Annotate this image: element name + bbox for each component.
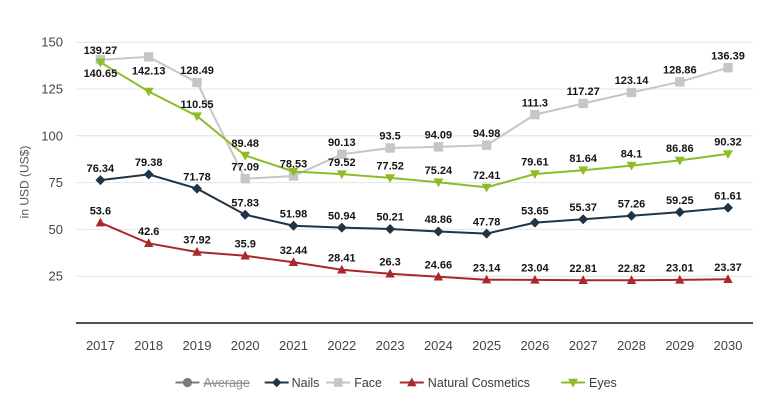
svg-text:51.98: 51.98	[280, 208, 308, 220]
svg-text:50.21: 50.21	[376, 212, 404, 224]
svg-text:Nails: Nails	[292, 376, 320, 390]
svg-text:77.09: 77.09	[231, 161, 259, 173]
svg-text:2027: 2027	[569, 338, 598, 353]
svg-text:57.26: 57.26	[618, 199, 646, 211]
svg-text:Average: Average	[204, 376, 250, 390]
svg-text:117.27: 117.27	[567, 86, 600, 98]
svg-text:2018: 2018	[134, 338, 163, 353]
svg-text:79.52: 79.52	[328, 157, 356, 169]
svg-text:110.55: 110.55	[180, 99, 213, 111]
svg-text:111.3: 111.3	[522, 97, 548, 109]
svg-text:2030: 2030	[714, 338, 743, 353]
svg-text:25: 25	[49, 269, 63, 284]
svg-text:in USD (US$): in USD (US$)	[18, 146, 32, 219]
svg-text:2022: 2022	[327, 338, 356, 353]
svg-text:32.44: 32.44	[280, 245, 308, 257]
svg-text:23.14: 23.14	[473, 262, 501, 274]
svg-text:2026: 2026	[520, 338, 549, 353]
svg-text:22.82: 22.82	[618, 263, 646, 275]
svg-text:72.41: 72.41	[473, 170, 501, 182]
svg-text:150: 150	[41, 35, 63, 50]
svg-text:86.86: 86.86	[666, 143, 694, 155]
svg-text:84.1: 84.1	[621, 148, 642, 160]
svg-text:Face: Face	[354, 376, 382, 390]
svg-text:75: 75	[49, 175, 63, 190]
svg-text:79.38: 79.38	[135, 157, 163, 169]
svg-text:23.37: 23.37	[714, 262, 742, 274]
svg-text:94.09: 94.09	[425, 130, 453, 142]
svg-text:128.86: 128.86	[663, 65, 697, 77]
svg-text:139.27: 139.27	[84, 45, 118, 57]
svg-text:50: 50	[49, 222, 63, 237]
svg-text:128.49: 128.49	[180, 65, 214, 77]
svg-text:90.32: 90.32	[714, 137, 742, 149]
svg-text:89.48: 89.48	[231, 138, 259, 150]
svg-text:2028: 2028	[617, 338, 646, 353]
svg-text:140.65: 140.65	[84, 68, 118, 80]
svg-text:24.66: 24.66	[425, 260, 453, 272]
svg-text:2024: 2024	[424, 338, 453, 353]
svg-text:23.04: 23.04	[521, 263, 549, 275]
svg-text:100: 100	[41, 128, 63, 143]
svg-text:53.65: 53.65	[521, 205, 549, 217]
svg-text:75.24: 75.24	[425, 165, 453, 177]
svg-text:2019: 2019	[183, 338, 212, 353]
svg-text:Eyes: Eyes	[589, 376, 617, 390]
svg-text:35.9: 35.9	[234, 239, 255, 251]
svg-text:53.6: 53.6	[90, 205, 111, 217]
svg-text:61.61: 61.61	[714, 190, 742, 202]
svg-text:37.92: 37.92	[183, 235, 211, 247]
svg-text:55.37: 55.37	[569, 202, 597, 214]
svg-text:59.25: 59.25	[666, 195, 694, 207]
svg-text:2021: 2021	[279, 338, 308, 353]
svg-text:90.13: 90.13	[328, 137, 356, 149]
svg-text:79.61: 79.61	[521, 157, 549, 169]
svg-text:26.3: 26.3	[379, 257, 400, 269]
svg-text:76.34: 76.34	[87, 163, 115, 175]
svg-text:42.6: 42.6	[138, 226, 159, 238]
svg-text:78.53: 78.53	[280, 159, 308, 171]
svg-text:47.78: 47.78	[473, 216, 501, 228]
svg-text:81.64: 81.64	[569, 153, 597, 165]
svg-text:77.52: 77.52	[376, 161, 404, 173]
svg-text:142.13: 142.13	[132, 65, 166, 77]
svg-text:71.78: 71.78	[183, 171, 211, 183]
svg-text:50.94: 50.94	[328, 210, 356, 222]
svg-text:2029: 2029	[665, 338, 694, 353]
svg-text:2023: 2023	[376, 338, 405, 353]
svg-text:Natural Cosmetics: Natural Cosmetics	[428, 376, 530, 390]
svg-text:123.14: 123.14	[615, 75, 650, 87]
svg-text:93.5: 93.5	[379, 131, 400, 143]
svg-text:48.86: 48.86	[425, 214, 453, 226]
svg-text:2020: 2020	[231, 338, 260, 353]
svg-text:2017: 2017	[86, 338, 115, 353]
svg-text:23.01: 23.01	[666, 263, 694, 275]
svg-text:136.39: 136.39	[711, 50, 745, 62]
svg-text:94.98: 94.98	[473, 128, 501, 140]
svg-text:28.41: 28.41	[328, 253, 356, 265]
svg-text:125: 125	[41, 82, 63, 97]
svg-text:57.83: 57.83	[231, 197, 259, 209]
svg-text:2025: 2025	[472, 338, 501, 353]
svg-text:22.81: 22.81	[569, 263, 597, 275]
